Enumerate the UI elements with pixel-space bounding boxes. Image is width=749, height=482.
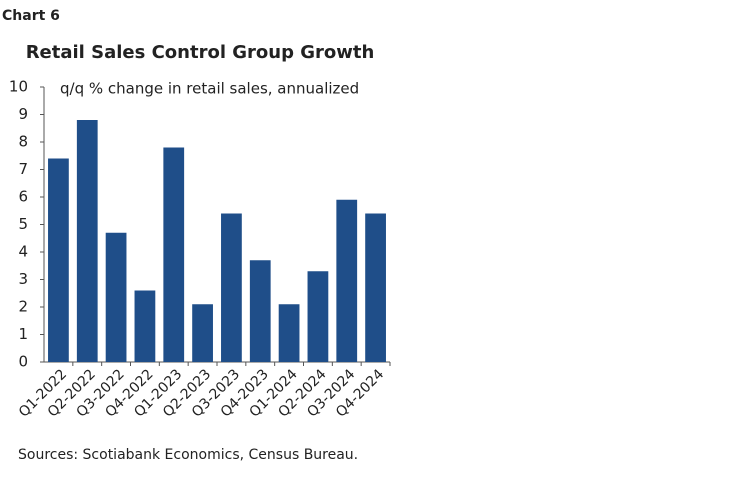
y-tick-label: 2: [18, 298, 28, 316]
y-tick-label: 0: [18, 353, 28, 371]
y-tick-label: 1: [18, 325, 28, 343]
y-tick-label: 10: [9, 78, 28, 96]
y-tick-label: 5: [18, 215, 28, 233]
bar: [307, 271, 329, 362]
bar: [249, 260, 271, 362]
bar: [336, 199, 358, 362]
bar: [278, 304, 300, 362]
bar: [221, 213, 242, 362]
chart-label: Chart 6: [2, 8, 60, 24]
y-tick-label: 3: [18, 270, 28, 288]
y-tick-label: 8: [18, 133, 28, 151]
y-tick-label: 7: [18, 160, 28, 178]
bar: [192, 304, 213, 362]
source: Sources: Scotiabank Economics, Census Bu…: [18, 447, 358, 463]
chart-title: Retail Sales Control Group Growth: [26, 42, 375, 63]
y-tick-label: 6: [18, 188, 28, 206]
bar: [365, 213, 386, 362]
bar: [134, 290, 156, 362]
bar: [76, 120, 98, 362]
y-tick-label: 4: [18, 243, 28, 261]
y-tick-label: 9: [18, 105, 28, 123]
bar: [48, 158, 69, 362]
subtitle: q/q % change in retail sales, annualized: [60, 80, 359, 98]
bar: [163, 147, 185, 362]
bar: [105, 232, 127, 362]
